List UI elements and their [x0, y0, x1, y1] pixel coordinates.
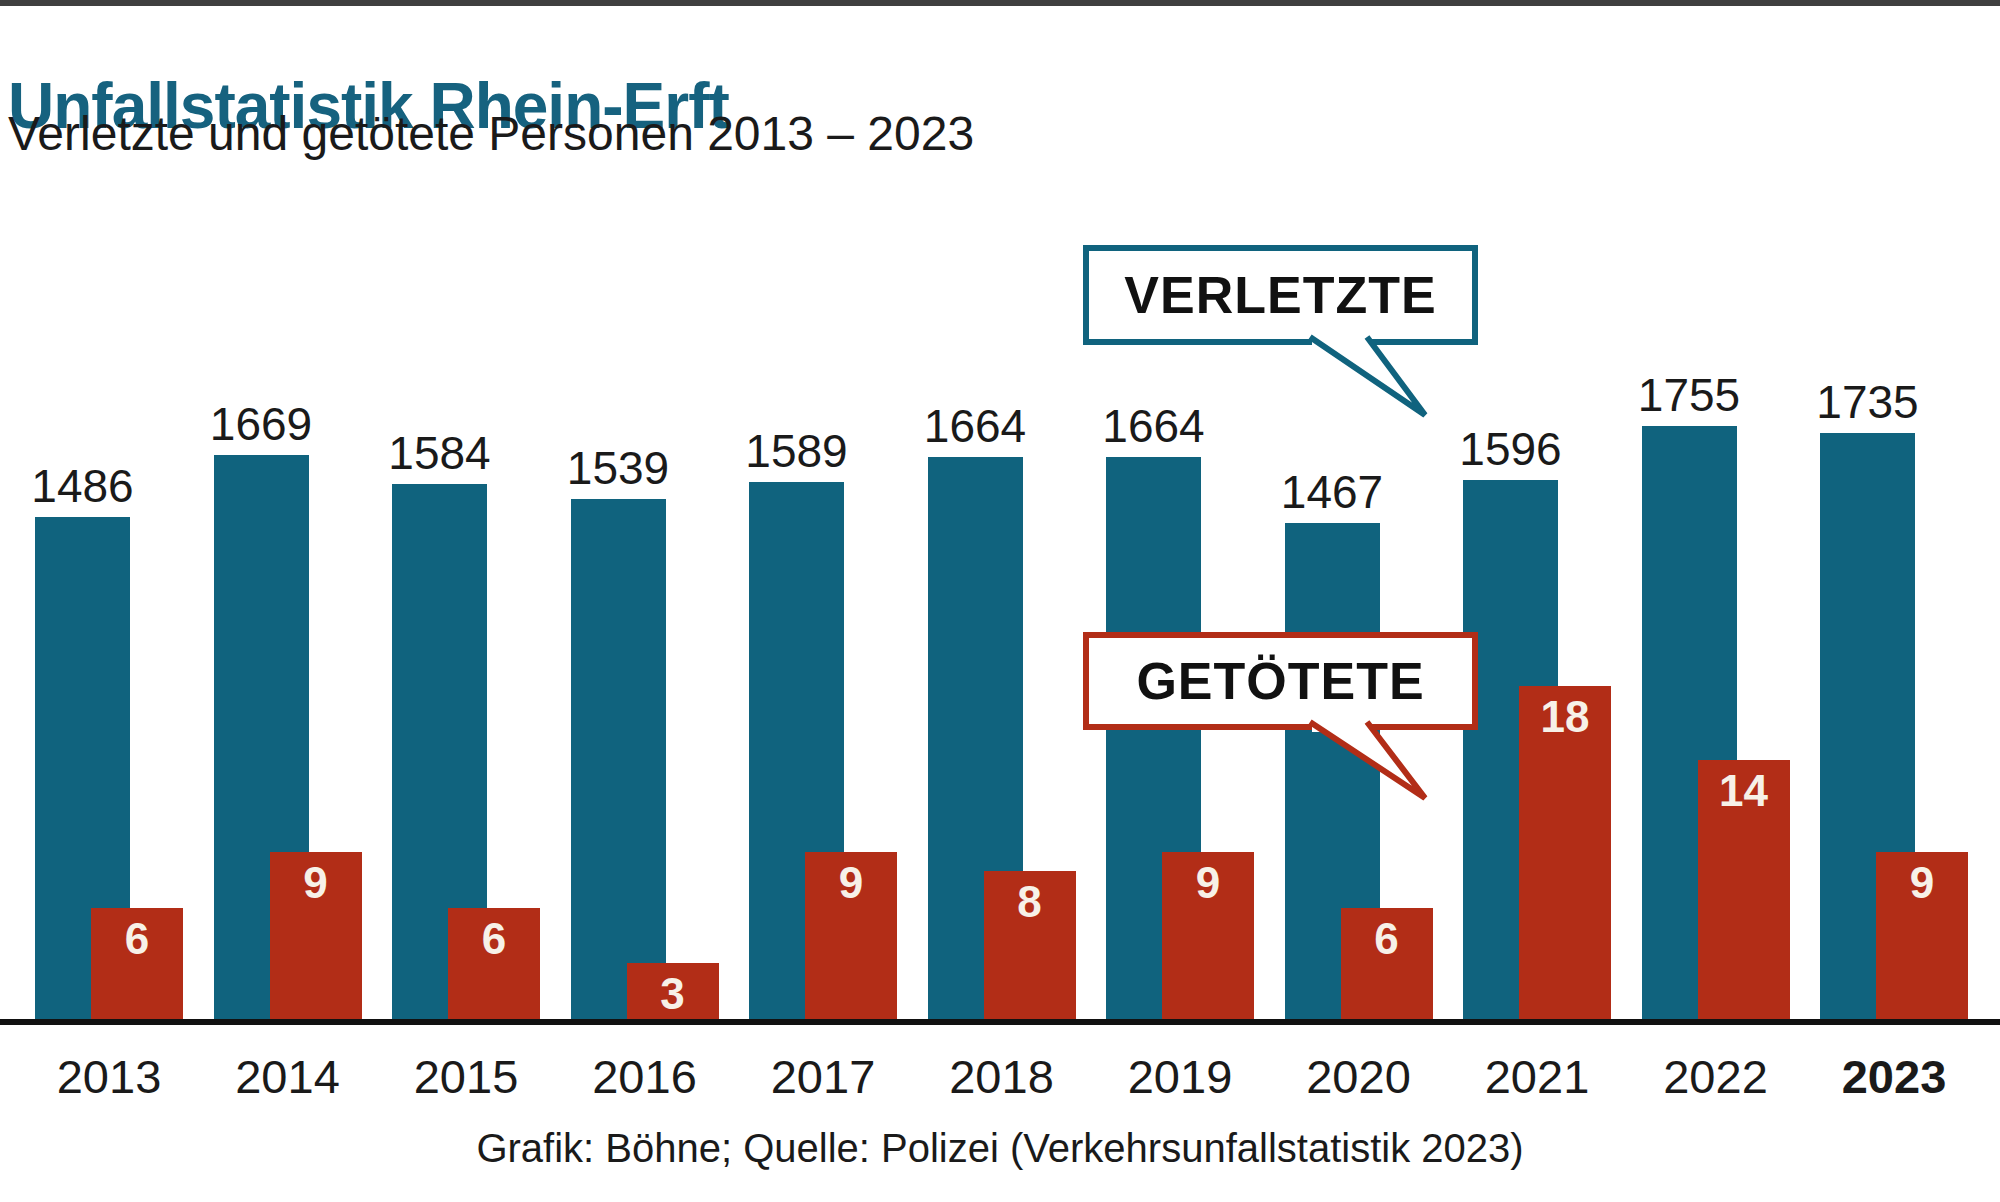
legend-callout-getoetete: GETÖTETE [1083, 632, 1478, 730]
value-label-getoetete-2015: 6 [448, 914, 540, 964]
value-label-getoetete-2020: 6 [1341, 914, 1433, 964]
value-label-getoetete-2021: 18 [1519, 692, 1611, 742]
legend-callout-getoetete-tail [1083, 718, 1478, 806]
x-tick-2020: 2020 [1269, 1049, 1449, 1104]
bar-verletzte-2016 [571, 499, 666, 1019]
value-label-getoetete-2023: 9 [1876, 858, 1968, 908]
x-tick-2022: 2022 [1626, 1049, 1806, 1104]
x-tick-2018: 2018 [912, 1049, 1092, 1104]
top-divider-strip [0, 0, 2000, 6]
value-label-getoetete-2014: 9 [270, 858, 362, 908]
x-tick-2014: 2014 [198, 1049, 378, 1104]
x-tick-2021: 2021 [1447, 1049, 1627, 1104]
x-axis-baseline [0, 1019, 2000, 1025]
x-tick-2023: 2023 [1804, 1049, 1984, 1104]
x-tick-2019: 2019 [1090, 1049, 1270, 1104]
value-label-getoetete-2013: 6 [91, 914, 183, 964]
source-credit: Grafik: Böhne; Quelle: Polizei (Verkehrs… [0, 1126, 2000, 1171]
x-tick-2013: 2013 [19, 1049, 199, 1104]
value-label-getoetete-2022: 14 [1698, 766, 1790, 816]
value-label-getoetete-2019: 9 [1162, 858, 1254, 908]
value-label-verletzte-2023: 1735 [1758, 375, 1978, 429]
value-label-getoetete-2018: 8 [984, 877, 1076, 927]
legend-callout-getoetete-box: GETÖTETE [1083, 632, 1478, 730]
page-subtitle: Verletzte und getötete Personen 2013 – 2… [8, 106, 974, 161]
x-tick-2017: 2017 [733, 1049, 913, 1104]
legend-callout-getoetete-label: GETÖTETE [1136, 651, 1424, 711]
infographic-canvas: Unfallstatistik Rhein-Erft Verletzte und… [0, 0, 2000, 1202]
value-label-verletzte-2021: 1596 [1401, 422, 1621, 476]
value-label-getoetete-2017: 9 [805, 858, 897, 908]
x-tick-2016: 2016 [555, 1049, 735, 1104]
legend-callout-verletzte: VERLETZTE [1083, 245, 1478, 345]
value-label-verletzte-2013: 1486 [0, 459, 193, 513]
value-label-getoetete-2016: 3 [627, 969, 719, 1019]
legend-callout-verletzte-tail [1083, 333, 1478, 423]
x-tick-2015: 2015 [376, 1049, 556, 1104]
legend-callout-verletzte-label: VERLETZTE [1124, 265, 1436, 325]
legend-callout-verletzte-box: VERLETZTE [1083, 245, 1478, 345]
